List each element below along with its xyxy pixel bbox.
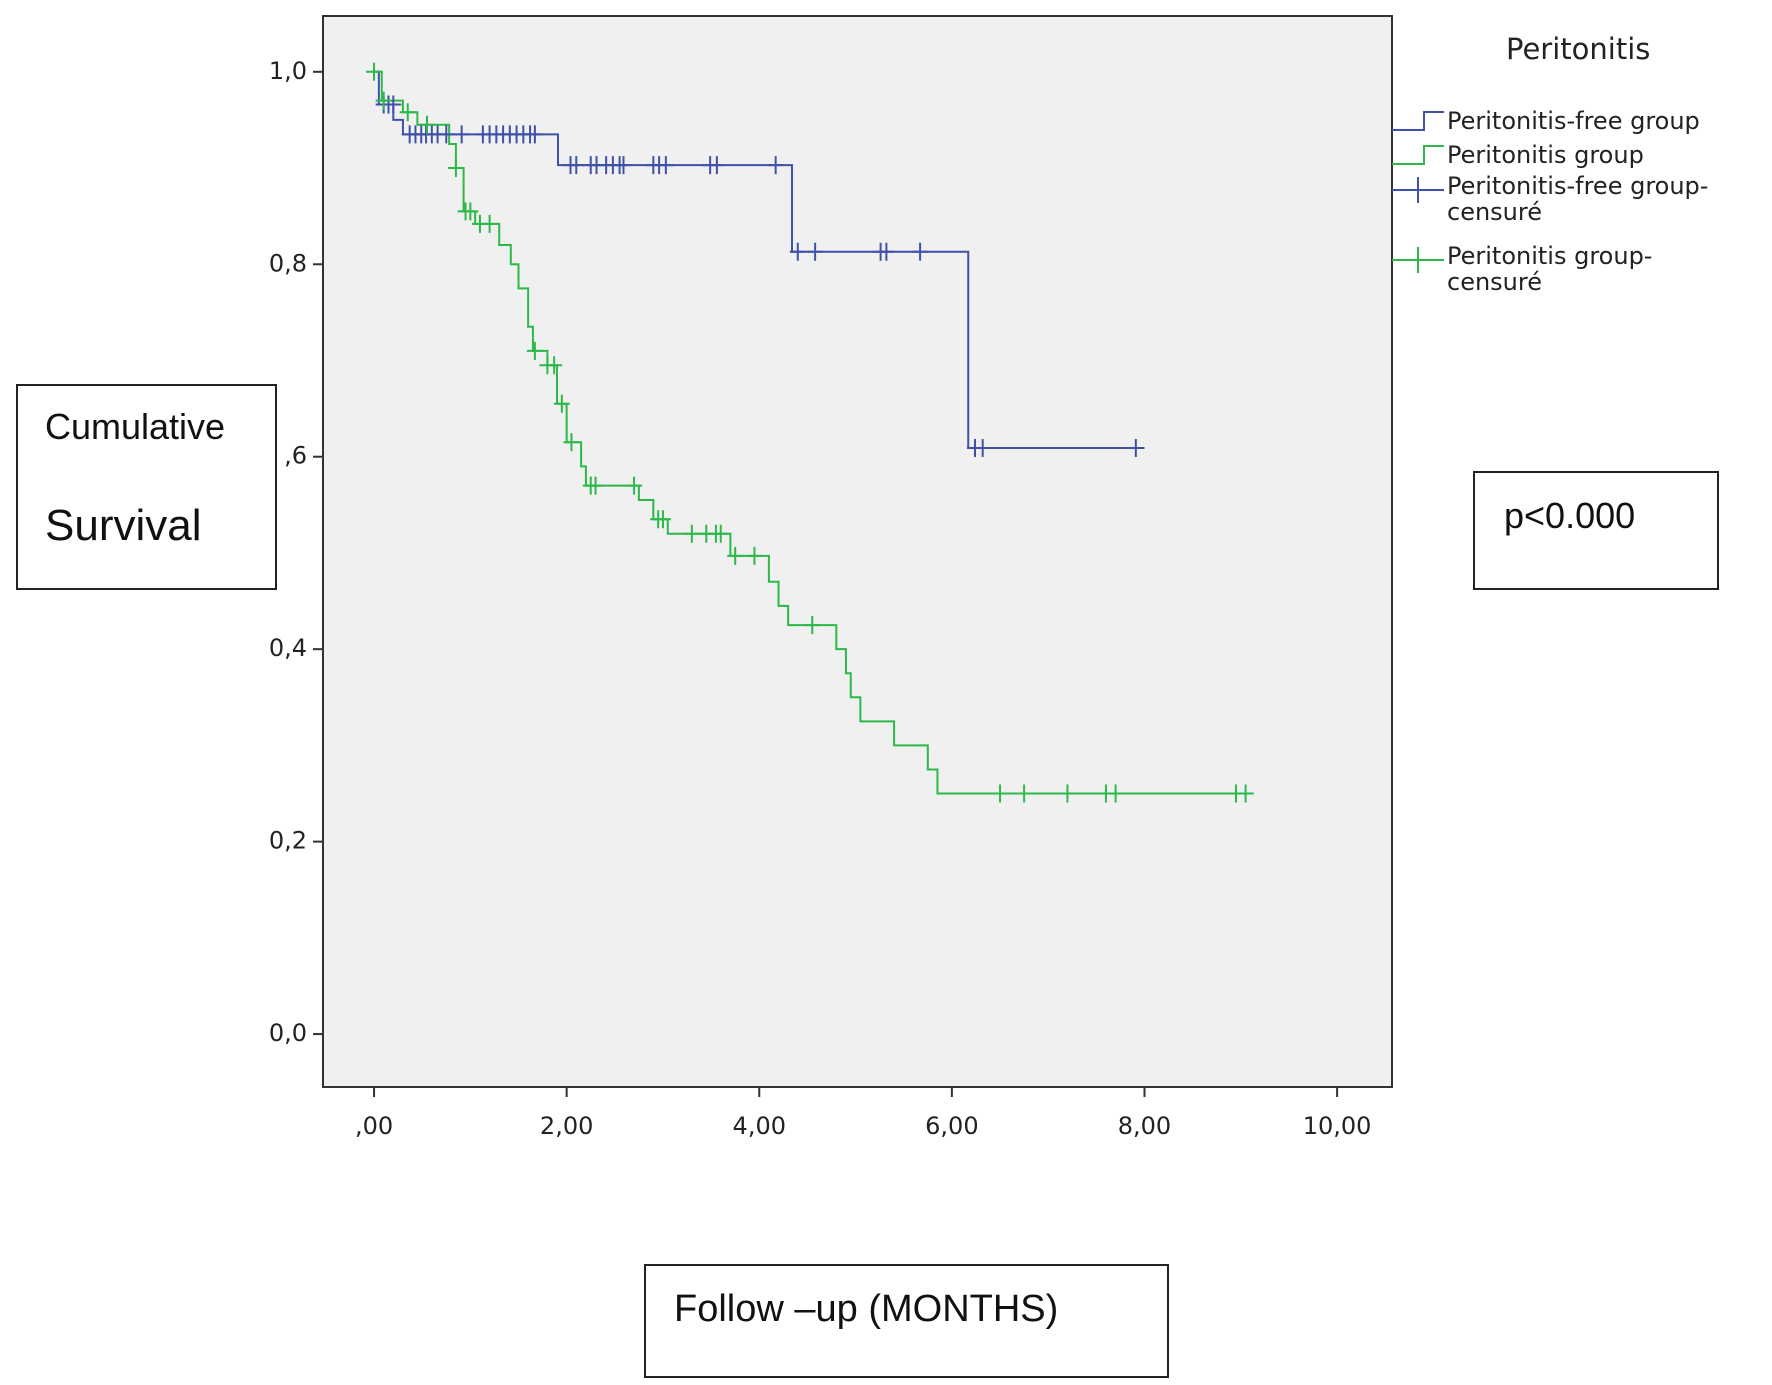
censor-mark — [568, 156, 585, 175]
censor-mark — [712, 524, 729, 543]
censor-mark — [1016, 784, 1033, 803]
censor-mark — [615, 156, 632, 175]
censor-mark — [878, 242, 895, 261]
legend-swatch — [1392, 247, 1444, 273]
censor-mark — [746, 546, 763, 565]
x-axis-label: Follow –up (MONTHS) — [674, 1288, 1059, 1330]
y-tick-label: 0,4 — [269, 634, 307, 662]
censor-mark — [657, 156, 674, 175]
censor-mark — [974, 439, 991, 458]
censor-mark — [1059, 784, 1076, 803]
censor-mark — [526, 341, 543, 360]
censor-mark — [526, 125, 543, 144]
censor-mark — [807, 242, 824, 261]
censor-mark — [683, 524, 700, 543]
annotation: p<0.000 — [1504, 495, 1636, 536]
annotation-box: p<0.000 — [1473, 471, 1719, 590]
censor-mark — [375, 91, 392, 110]
x-label-box: Follow –up (MONTHS) — [644, 1264, 1169, 1378]
x-tick-label: 10,00 — [1303, 1112, 1372, 1140]
censor-mark — [481, 214, 498, 233]
censor-mark — [727, 546, 744, 565]
legend-swatch — [1392, 145, 1444, 165]
legend-swatch — [1392, 177, 1444, 203]
censor-mark — [804, 616, 821, 635]
censor-mark — [767, 156, 784, 175]
x-tick-label: 6,00 — [925, 1112, 978, 1140]
y-axis-label: Survival — [45, 501, 202, 550]
censor-mark — [626, 476, 643, 495]
legend-label: Peritonitis group — [1447, 141, 1644, 169]
censor-mark — [992, 784, 1009, 803]
y-tick-label: ,6 — [284, 442, 307, 470]
censor-mark — [385, 95, 402, 114]
legend-title: Peritonitis — [1506, 32, 1651, 66]
y-tick-label: 0,8 — [269, 249, 307, 277]
y-axis-label: Cumulative — [45, 406, 226, 447]
censor-mark — [438, 125, 455, 144]
legend-swatch — [1392, 111, 1444, 131]
censor-mark — [447, 159, 464, 178]
legend-label: Peritonitis-free group — [1447, 107, 1700, 135]
y-tick-label: 1,0 — [269, 57, 307, 85]
legend-label: Peritonitis-free group-censuré — [1447, 172, 1709, 226]
censor-mark — [789, 242, 806, 261]
censor-mark — [1127, 439, 1144, 458]
censor-mark — [708, 156, 725, 175]
censor-mark — [1107, 784, 1124, 803]
censor-mark — [912, 242, 929, 261]
x-tick-label: 4,00 — [733, 1112, 786, 1140]
y-label-box: Cumulative Survival — [16, 384, 277, 590]
x-tick-label: 8,00 — [1118, 1112, 1171, 1140]
x-tick-label: 2,00 — [540, 1112, 593, 1140]
legend-label: Peritonitis group-censuré — [1447, 242, 1653, 296]
censor-mark — [587, 476, 604, 495]
y-tick-label: 0,0 — [269, 1019, 307, 1047]
censor-mark — [399, 103, 416, 122]
y-tick-label: 0,2 — [269, 827, 307, 855]
censor-mark — [462, 202, 479, 221]
censor-mark — [546, 356, 563, 375]
censor-mark — [1237, 784, 1254, 803]
censor-mark — [563, 433, 580, 452]
censor-mark — [366, 62, 383, 81]
censor-mark — [654, 510, 671, 529]
censor-mark — [553, 394, 570, 413]
censor-mark — [419, 115, 436, 134]
x-tick-label: ,00 — [355, 1112, 393, 1140]
plot-area — [322, 15, 1393, 1088]
censor-mark — [453, 125, 470, 144]
